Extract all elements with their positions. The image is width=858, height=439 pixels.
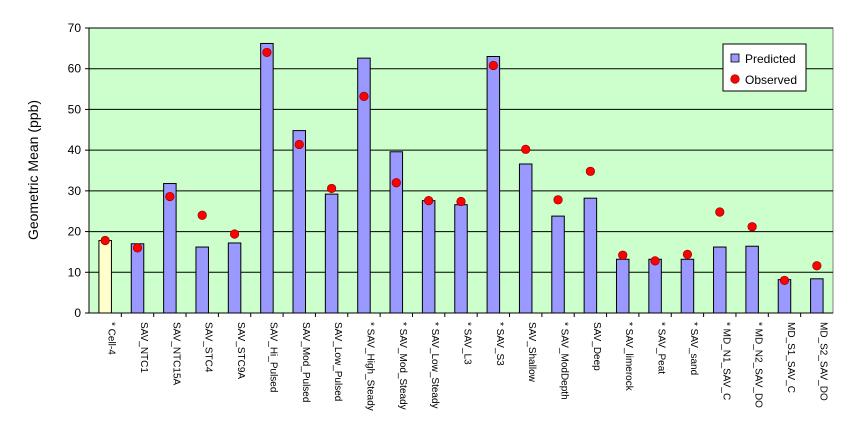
x-tick-label: * SAV_L3 [462, 322, 473, 365]
bar-predicted [615, 258, 630, 314]
bar-predicted [486, 56, 501, 314]
x-tick-label: * SAV_High_Steady [364, 322, 375, 411]
x-tick-label: * SAV_sand [688, 322, 699, 375]
bar-predicted [227, 242, 242, 314]
marker-observed [585, 166, 595, 176]
marker-observed [359, 91, 369, 101]
y-tick-label: 20 [68, 225, 82, 239]
marker-observed [812, 261, 822, 271]
marker-observed [165, 191, 175, 202]
x-tick-label: SAV_Shallow [526, 322, 537, 383]
x-tick-label: * SAV_S3 [494, 322, 505, 366]
y-tick-label: 50 [68, 102, 82, 116]
marker-observed [100, 235, 110, 246]
bar-predicted [421, 200, 436, 314]
x-tick-label: SAV_STC4 [203, 322, 214, 373]
bar-predicted [292, 130, 307, 314]
bar-predicted [389, 151, 404, 314]
bar-predicted [130, 243, 145, 314]
bar-predicted [98, 240, 112, 314]
marker-observed [779, 275, 790, 286]
x-tick-label: SAV_STC9A [235, 322, 246, 379]
bar-predicted [745, 245, 759, 314]
bar-predicted [713, 246, 727, 314]
marker-observed [553, 195, 563, 205]
x-tick-label: SAV_Deep [591, 322, 602, 371]
marker-observed [229, 229, 240, 239]
bar-predicted [260, 42, 274, 314]
x-tick-label: SAV_Hi_Pulsed [267, 322, 278, 392]
plot-area: 0 10 20 30 40 50 60 70 * Cell-4 SAV_NTC1 SAV_NTC15… [68, 21, 834, 411]
marker-observed [521, 144, 531, 154]
bar-predicted [680, 258, 695, 314]
x-tick-label: MD_S2_SAV_DO [817, 322, 828, 401]
bar-predicted [163, 183, 177, 314]
x-tick-label: SAV_Low_Pulsed [332, 322, 343, 401]
x-tick-label: * MD_N1_SAV_C [720, 322, 731, 400]
x-tick-label: SAV_Mod_Pulsed [300, 322, 311, 402]
x-tick-label: SAV_NTC1 [138, 322, 149, 373]
legend-observed-marker [730, 74, 740, 84]
x-tick-label: * Cell-4 [106, 322, 117, 355]
bar-predicted [357, 57, 371, 314]
bar-predicted [810, 278, 824, 314]
x-tick-label: SAV_NTC15A [170, 322, 181, 386]
marker-observed [715, 207, 725, 217]
bar-predicted [324, 193, 339, 314]
y-tick-label: 40 [68, 143, 82, 157]
x-tick-label: * MD_N2_SAV_DO [753, 322, 764, 408]
marker-observed [294, 139, 304, 150]
x-tick-label: * SAV_limerock [623, 322, 634, 392]
bar-predicted [195, 246, 209, 314]
legend-predicted-swatch [730, 53, 740, 63]
y-tick-label: 70 [68, 21, 82, 35]
x-tick-label: * SAV_Mod_Steady [397, 322, 408, 410]
marker-observed [391, 178, 401, 188]
y-axis-label: Geometric Mean (ppb) [25, 100, 41, 240]
marker-observed [682, 249, 693, 259]
bar-predicted [518, 163, 533, 314]
y-tick-label: 60 [68, 62, 82, 76]
marker-observed [618, 250, 628, 260]
marker-observed [262, 47, 272, 58]
bar-predicted [551, 215, 565, 314]
x-tick-label: * SAV_Peat [656, 322, 667, 374]
legend: Predicted Observed [722, 43, 807, 92]
marker-observed [327, 183, 337, 194]
marker-observed [488, 60, 498, 71]
y-tick-label: 10 [68, 265, 82, 279]
x-tick-label: MD_S1_SAV_C [785, 322, 796, 393]
y-tick-label: 0 [74, 306, 81, 320]
bar-predicted [648, 258, 662, 314]
legend-observed-label: Observed [745, 73, 797, 87]
marker-observed [456, 196, 466, 207]
x-tick-label: * SAV_ModDepth [559, 322, 570, 400]
bar-predicted [454, 204, 468, 314]
bar-predicted [583, 197, 598, 314]
marker-observed [132, 243, 143, 253]
marker-observed [197, 210, 207, 220]
x-tick-label: * SAV_Low_Steady [429, 322, 440, 409]
marker-observed [747, 222, 757, 232]
marker-observed [650, 256, 660, 266]
marker-observed [424, 196, 434, 206]
y-tick-label: 30 [68, 184, 82, 198]
legend-predicted-label: Predicted [745, 52, 796, 66]
